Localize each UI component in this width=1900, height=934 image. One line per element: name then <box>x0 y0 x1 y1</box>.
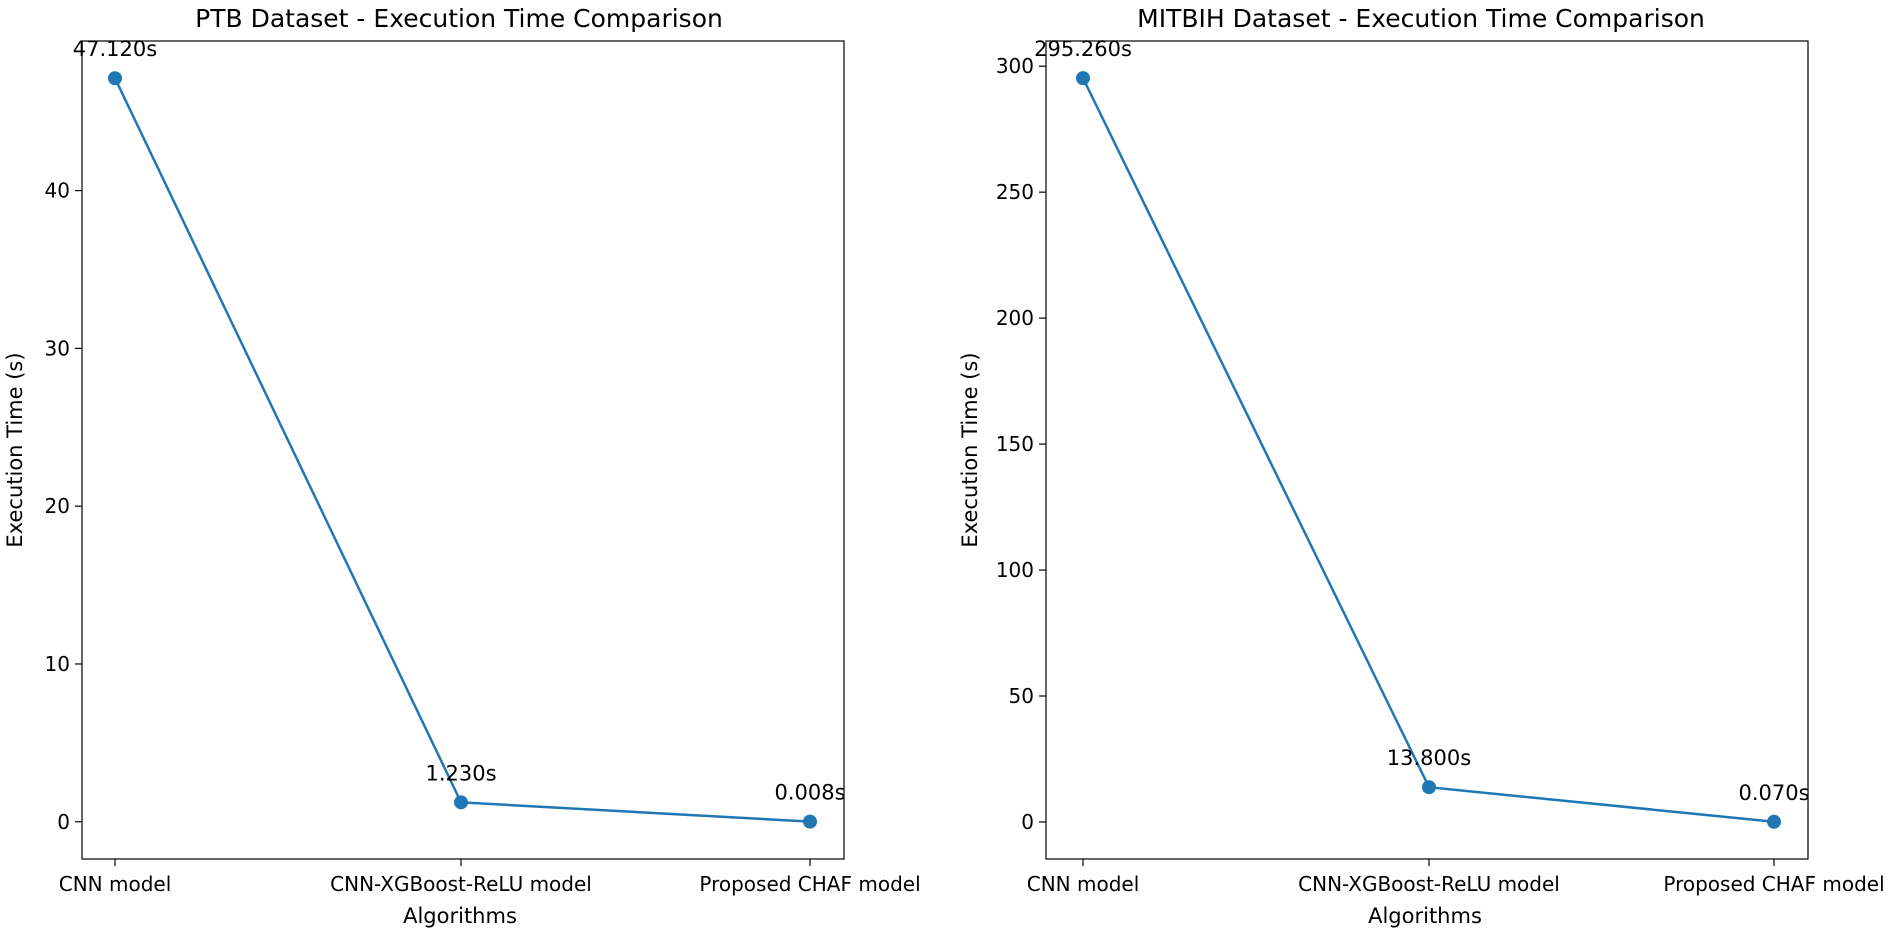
mitbih-series-line <box>1081 77 1775 824</box>
mitbih-y-axis: 0 50 100 150 200 250 300 <box>996 54 1046 834</box>
mitbih-y-tick-label: 50 <box>1009 684 1034 708</box>
mitbih-data-point <box>1422 780 1436 795</box>
ptb-data-point <box>108 71 122 86</box>
ptb-y-tick-label: 40 <box>45 179 70 203</box>
ptb-plot-area <box>81 40 845 860</box>
mitbih-y-tick-label: 300 <box>996 54 1034 78</box>
mitbih-y-tick-label: 250 <box>996 180 1034 204</box>
mitbih-data-label: 295.260s <box>1034 37 1132 61</box>
ptb-chart: PTB Dataset - Execution Time Comparison … <box>3 4 921 928</box>
mitbih-x-tick-label: CNN model <box>1027 872 1140 896</box>
ptb-data-label: 47.120s <box>73 37 157 61</box>
ptb-series: 47.120s 1.230s 0.008s <box>73 37 846 829</box>
mitbih-plot-area <box>1045 40 1809 860</box>
ptb-y-tick-label: 10 <box>45 652 70 676</box>
mitbih-data-point <box>1076 71 1090 86</box>
ptb-data-label: 0.008s <box>774 781 845 805</box>
ptb-x-axis: CNN model CNN-XGBoost-ReLU model Proposed … <box>59 859 921 896</box>
ptb-data-point <box>803 814 817 829</box>
mitbih-x-tick-label: CNN-XGBoost-ReLU model <box>1298 872 1560 896</box>
ptb-series-line <box>113 77 811 823</box>
mitbih-chart-title: MITBIH Dataset - Execution Time Comparis… <box>1137 4 1705 33</box>
ptb-y-axis: 0 10 20 30 40 <box>45 179 82 834</box>
ptb-data-point <box>454 795 468 810</box>
ptb-y-tick-label: 0 <box>57 810 70 834</box>
ptb-x-axis-label: Algorithms <box>403 904 517 928</box>
ptb-y-tick-label: 30 <box>45 336 70 360</box>
mitbih-chart: MITBIH Dataset - Execution Time Comparis… <box>958 4 1885 928</box>
ptb-y-axis-label: Execution Time (s) <box>3 352 27 547</box>
mitbih-x-axis-label: Algorithms <box>1368 904 1482 928</box>
ptb-data-label: 1.230s <box>425 761 496 785</box>
mitbih-data-point <box>1767 814 1781 829</box>
mitbih-data-label: 13.800s <box>1387 746 1471 770</box>
mitbih-y-tick-label: 150 <box>996 432 1034 456</box>
mitbih-y-tick-label: 200 <box>996 306 1034 330</box>
mitbih-y-tick-label: 0 <box>1021 810 1034 834</box>
ptb-x-tick-label: CNN-XGBoost-ReLU model <box>330 872 592 896</box>
ptb-y-tick-label: 20 <box>45 494 70 518</box>
mitbih-series: 295.260s 13.800s 0.070s <box>1034 37 1810 829</box>
mitbih-data-label: 0.070s <box>1738 781 1809 805</box>
mitbih-x-tick-label: Proposed CHAF model <box>1663 872 1884 896</box>
mitbih-x-axis: CNN model CNN-XGBoost-ReLU model Proposed … <box>1027 859 1885 896</box>
ptb-x-tick-label: Proposed CHAF model <box>699 872 920 896</box>
ptb-x-tick-label: CNN model <box>59 872 172 896</box>
ptb-chart-title: PTB Dataset - Execution Time Comparison <box>195 4 723 33</box>
mitbih-y-tick-label: 100 <box>996 558 1034 582</box>
mitbih-y-axis-label: Execution Time (s) <box>958 352 982 547</box>
